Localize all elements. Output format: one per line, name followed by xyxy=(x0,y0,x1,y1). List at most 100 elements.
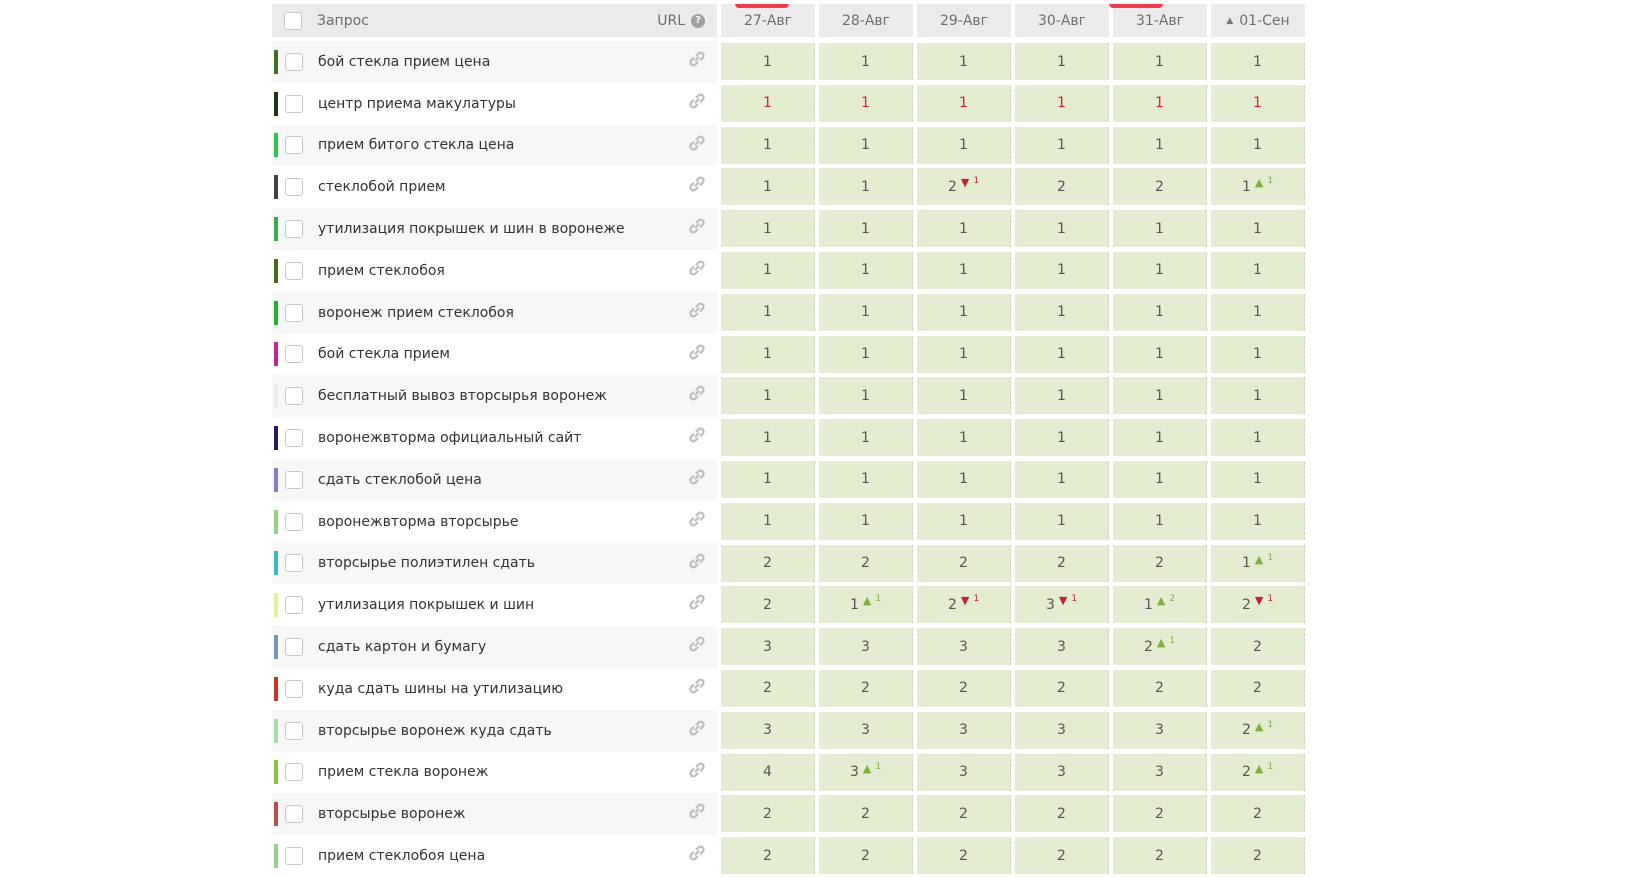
row-checkbox[interactable] xyxy=(285,303,303,322)
select-all-checkbox[interactable] xyxy=(284,11,302,30)
link-icon[interactable] xyxy=(687,342,707,362)
url-column-header[interactable]: URL ? xyxy=(657,13,705,29)
position-cell[interactable]: 2 ▲ 1 xyxy=(1211,753,1305,791)
position-cell[interactable]: 2 xyxy=(1015,544,1109,582)
position-cell[interactable]: 1 xyxy=(1015,419,1109,457)
row-checkbox[interactable] xyxy=(285,136,303,155)
position-cell[interactable]: 1 xyxy=(1211,126,1305,164)
query-text[interactable]: прием стеклобоя цена xyxy=(318,848,486,865)
query-text[interactable]: прием стекла воронеж xyxy=(318,764,489,781)
position-cell[interactable]: 1 xyxy=(1015,43,1109,80)
position-cell[interactable]: 3 xyxy=(819,628,913,666)
position-cell[interactable]: 2 xyxy=(1113,544,1207,582)
row-checkbox[interactable] xyxy=(285,220,303,239)
position-cell[interactable]: 1 xyxy=(721,251,815,289)
position-cell[interactable]: 3 xyxy=(721,628,815,666)
link-icon[interactable] xyxy=(687,551,707,571)
link-icon[interactable] xyxy=(687,91,707,111)
position-cell[interactable]: 1 xyxy=(1211,210,1305,248)
position-cell[interactable]: 1 xyxy=(1015,377,1109,415)
position-cell[interactable]: 2 xyxy=(1015,168,1109,206)
query-text[interactable]: вторсырье воронеж куда сдать xyxy=(318,722,552,739)
position-cell[interactable]: 2 xyxy=(1211,628,1305,666)
query-text[interactable]: центр приема макулатуры xyxy=(318,95,516,112)
position-cell[interactable]: 2 xyxy=(819,669,913,707)
position-cell[interactable]: 1 xyxy=(819,377,913,415)
position-cell[interactable]: 1 xyxy=(917,460,1011,498)
position-cell[interactable]: 2 xyxy=(721,586,815,624)
position-cell[interactable]: 3 xyxy=(917,628,1011,666)
position-cell[interactable]: 1 xyxy=(1015,210,1109,248)
position-cell[interactable]: 3 ▼ 1 xyxy=(1015,586,1109,624)
position-cell[interactable]: 1 ▲ 1 xyxy=(819,586,913,624)
query-text[interactable]: стеклобой прием xyxy=(318,179,446,196)
position-cell[interactable]: 1 xyxy=(1113,419,1207,457)
row-checkbox[interactable] xyxy=(285,52,303,71)
position-cell[interactable]: 1 xyxy=(917,210,1011,248)
row-checkbox[interactable] xyxy=(285,721,303,740)
position-cell[interactable]: 1 xyxy=(1211,84,1305,122)
position-cell[interactable]: 1 xyxy=(917,293,1011,331)
position-cell[interactable]: 1 xyxy=(819,502,913,540)
position-cell[interactable]: 1 xyxy=(1113,251,1207,289)
row-checkbox[interactable] xyxy=(285,261,303,280)
position-cell[interactable]: 1 xyxy=(1015,335,1109,373)
position-cell[interactable]: 2 xyxy=(917,544,1011,582)
position-cell[interactable]: 1 xyxy=(917,126,1011,164)
position-cell[interactable]: 1 xyxy=(1113,126,1207,164)
position-cell[interactable]: 1 xyxy=(1113,43,1207,80)
row-checkbox[interactable] xyxy=(285,554,303,573)
position-cell[interactable]: 3 xyxy=(819,711,913,749)
query-text[interactable]: утилизация покрышек и шин xyxy=(318,597,535,614)
link-icon[interactable] xyxy=(687,718,707,738)
query-text[interactable]: прием битого стекла цена xyxy=(318,137,515,154)
position-cell[interactable]: 1 xyxy=(1113,293,1207,331)
position-cell[interactable]: 1 xyxy=(721,419,815,457)
link-icon[interactable] xyxy=(687,174,707,194)
link-icon[interactable] xyxy=(687,634,707,654)
position-cell[interactable]: 1 xyxy=(721,335,815,373)
position-cell[interactable]: 2 xyxy=(721,837,815,875)
query-text[interactable]: вторсырье полиэтилен сдать xyxy=(318,555,536,572)
position-cell[interactable]: 1 xyxy=(1211,377,1305,415)
position-cell[interactable]: 3 xyxy=(1015,753,1109,791)
position-cell[interactable]: 1 ▲ 1 xyxy=(1211,168,1305,206)
position-cell[interactable]: 2 ▼ 1 xyxy=(1211,586,1305,624)
row-checkbox[interactable] xyxy=(285,512,303,531)
position-cell[interactable]: 1 xyxy=(1211,251,1305,289)
position-cell[interactable]: 1 xyxy=(1211,460,1305,498)
position-cell[interactable]: 1 xyxy=(917,377,1011,415)
query-text[interactable]: сдать картон и бумагу xyxy=(318,639,487,656)
position-cell[interactable]: 1 xyxy=(1211,419,1305,457)
link-icon[interactable] xyxy=(687,216,707,236)
position-cell[interactable]: 2 xyxy=(721,795,815,833)
link-icon[interactable] xyxy=(687,49,707,69)
position-cell[interactable]: 1 xyxy=(1113,335,1207,373)
position-cell[interactable]: 2 xyxy=(1015,837,1109,875)
position-cell[interactable]: 2 ▲ 1 xyxy=(1211,711,1305,749)
position-cell[interactable]: 1 xyxy=(917,419,1011,457)
query-text[interactable]: куда сдать шины на утилизацию xyxy=(318,680,564,697)
query-text[interactable]: прием стеклобоя xyxy=(318,262,445,279)
query-text[interactable]: сдать стеклобой цена xyxy=(318,471,482,488)
position-cell[interactable]: 3 xyxy=(1015,711,1109,749)
position-cell[interactable]: 3 xyxy=(1015,628,1109,666)
position-cell[interactable]: 3 xyxy=(917,753,1011,791)
position-cell[interactable]: 1 xyxy=(1015,126,1109,164)
position-cell[interactable]: 2 xyxy=(721,669,815,707)
position-cell[interactable]: 2 xyxy=(721,544,815,582)
position-cell[interactable]: 2 xyxy=(917,837,1011,875)
date-header[interactable]: 28-Авг xyxy=(819,4,913,37)
position-cell[interactable]: 1 xyxy=(1113,460,1207,498)
position-cell[interactable]: 1 xyxy=(819,419,913,457)
position-cell[interactable]: 1 xyxy=(721,126,815,164)
position-cell[interactable]: 1 xyxy=(1015,251,1109,289)
link-icon[interactable] xyxy=(687,843,707,863)
position-cell[interactable]: 1 xyxy=(1015,84,1109,122)
position-cell[interactable]: 1 xyxy=(819,84,913,122)
position-cell[interactable]: 3 ▲ 1 xyxy=(819,753,913,791)
row-checkbox[interactable] xyxy=(285,638,303,657)
position-cell[interactable]: 2 xyxy=(1211,837,1305,875)
position-cell[interactable]: 3 xyxy=(721,711,815,749)
position-cell[interactable]: 1 xyxy=(819,460,913,498)
